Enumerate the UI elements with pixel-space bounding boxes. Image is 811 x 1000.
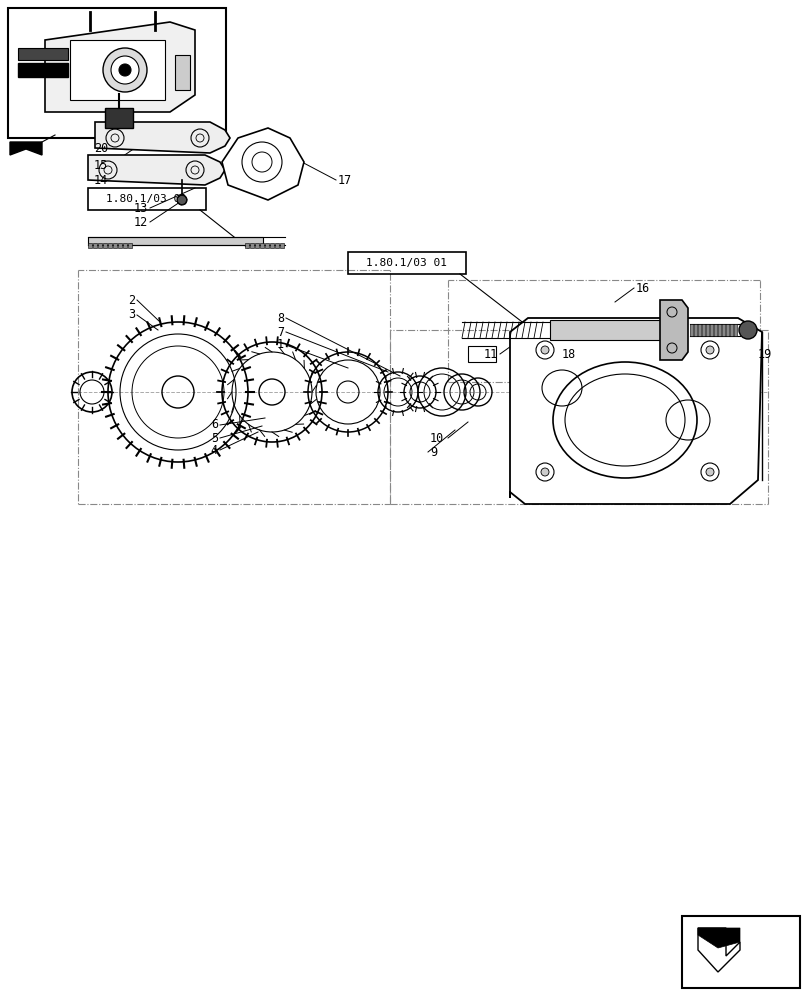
Bar bbox=[93, 243, 97, 248]
Text: 3: 3 bbox=[127, 308, 135, 322]
Bar bbox=[348, 252, 466, 274]
Bar bbox=[255, 243, 259, 248]
Text: 13: 13 bbox=[134, 202, 148, 215]
Text: 11: 11 bbox=[483, 348, 497, 360]
Circle shape bbox=[540, 468, 548, 476]
Bar bbox=[467, 346, 496, 362]
Circle shape bbox=[705, 346, 713, 354]
Circle shape bbox=[705, 468, 713, 476]
Bar bbox=[693, 324, 696, 336]
Bar bbox=[88, 243, 92, 248]
Bar bbox=[88, 188, 206, 210]
Polygon shape bbox=[659, 300, 687, 360]
Bar bbox=[105, 108, 133, 128]
Text: 20: 20 bbox=[93, 142, 108, 155]
Text: 18: 18 bbox=[561, 348, 576, 360]
Bar bbox=[717, 324, 720, 336]
Bar bbox=[88, 237, 263, 245]
Circle shape bbox=[738, 321, 756, 339]
Bar bbox=[260, 243, 264, 248]
Bar bbox=[264, 243, 268, 248]
Text: 1.80.1/03 01: 1.80.1/03 01 bbox=[106, 194, 187, 204]
Text: 10: 10 bbox=[430, 432, 444, 444]
Bar bbox=[702, 324, 704, 336]
Bar bbox=[175, 55, 190, 90]
Text: 1: 1 bbox=[277, 338, 284, 352]
Text: 4: 4 bbox=[211, 444, 217, 456]
Polygon shape bbox=[95, 122, 230, 153]
Text: 7: 7 bbox=[277, 326, 284, 338]
Bar bbox=[697, 324, 700, 336]
Bar bbox=[733, 324, 736, 336]
Bar bbox=[18, 63, 68, 77]
Text: 19: 19 bbox=[757, 349, 771, 361]
Text: 16: 16 bbox=[635, 282, 650, 294]
Bar bbox=[18, 48, 68, 60]
Text: 6: 6 bbox=[211, 418, 217, 432]
Bar bbox=[721, 324, 724, 336]
Bar bbox=[549, 320, 664, 340]
Bar bbox=[689, 324, 692, 336]
Bar bbox=[681, 916, 799, 988]
Bar bbox=[118, 243, 122, 248]
Text: 9: 9 bbox=[430, 446, 436, 458]
Bar bbox=[108, 243, 112, 248]
Bar bbox=[70, 40, 165, 100]
Polygon shape bbox=[10, 142, 42, 155]
Bar bbox=[103, 243, 107, 248]
Circle shape bbox=[119, 64, 131, 76]
Bar bbox=[729, 324, 732, 336]
Polygon shape bbox=[45, 22, 195, 112]
Text: 12: 12 bbox=[134, 216, 148, 229]
Bar bbox=[725, 324, 728, 336]
Bar bbox=[713, 324, 716, 336]
Polygon shape bbox=[509, 318, 761, 504]
Bar bbox=[250, 243, 254, 248]
Text: 1.80.1/03 01: 1.80.1/03 01 bbox=[366, 258, 447, 268]
Polygon shape bbox=[221, 128, 303, 200]
Bar bbox=[280, 243, 284, 248]
Bar bbox=[98, 243, 102, 248]
Circle shape bbox=[540, 346, 548, 354]
Bar bbox=[8, 8, 225, 138]
Bar bbox=[245, 243, 249, 248]
Text: 8: 8 bbox=[277, 312, 284, 324]
Bar bbox=[705, 324, 708, 336]
Bar bbox=[113, 243, 117, 248]
Circle shape bbox=[103, 48, 147, 92]
Circle shape bbox=[177, 195, 187, 205]
Polygon shape bbox=[697, 928, 739, 948]
Bar bbox=[709, 324, 712, 336]
Text: 2: 2 bbox=[127, 294, 135, 306]
Polygon shape bbox=[697, 928, 739, 972]
Circle shape bbox=[111, 56, 139, 84]
Bar bbox=[128, 243, 132, 248]
Polygon shape bbox=[88, 155, 225, 185]
Text: 17: 17 bbox=[337, 174, 352, 187]
Text: 14: 14 bbox=[93, 174, 108, 187]
Bar bbox=[275, 243, 279, 248]
Bar bbox=[270, 243, 273, 248]
Bar bbox=[122, 243, 127, 248]
Text: 15: 15 bbox=[93, 159, 108, 172]
Text: 5: 5 bbox=[211, 432, 217, 444]
